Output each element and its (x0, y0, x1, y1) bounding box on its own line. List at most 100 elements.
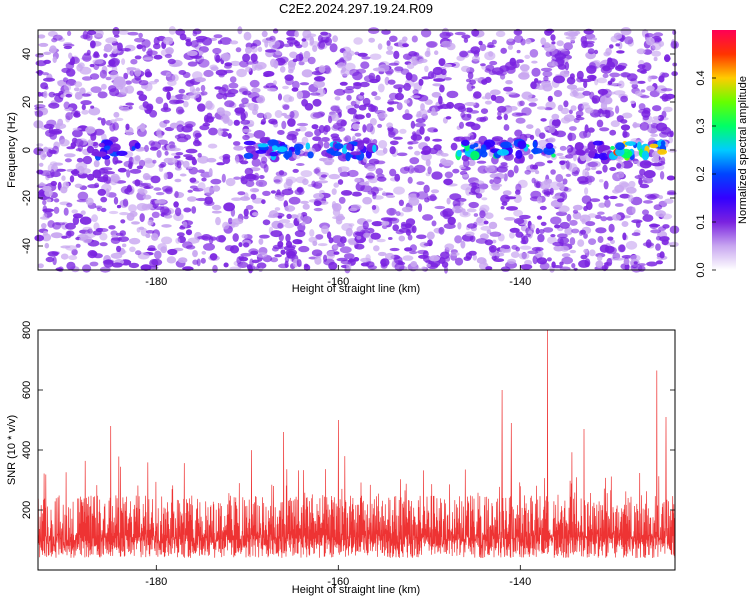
heatmap-cell (371, 205, 377, 210)
heatmap-cell (139, 213, 145, 223)
y-tick-label: -20 (21, 190, 33, 206)
heatmap-cell (626, 73, 638, 82)
snr-series-line (38, 330, 675, 559)
heatmap-cell (136, 44, 143, 50)
heatmap-cell (480, 225, 492, 231)
heatmap-cell (125, 123, 130, 130)
heatmap-cell (50, 232, 63, 239)
heatmap-cell (473, 91, 482, 99)
heatmap-cell (250, 46, 258, 53)
heatmap-signal-cell (636, 141, 642, 151)
heatmap-cell (264, 39, 269, 48)
heatmap-cell (153, 54, 163, 60)
heatmap-cell (328, 261, 338, 271)
heatmap-cell (603, 180, 609, 190)
heatmap-cell (177, 109, 185, 114)
heatmap-cell (159, 206, 170, 215)
heatmap-cell (264, 49, 277, 53)
heatmap-cell (560, 245, 570, 252)
heatmap-cell (427, 109, 432, 113)
heatmap-cell (519, 245, 532, 250)
heatmap-cell (377, 251, 387, 257)
heatmap-cell (339, 246, 352, 254)
heatmap-cell (531, 60, 538, 64)
heatmap-cell (111, 237, 123, 241)
heatmap-cell (513, 209, 523, 217)
heatmap-cell (520, 264, 533, 270)
heatmap-cell (242, 134, 250, 141)
heatmap-cell (72, 129, 83, 138)
snr-x-ticks: -180 -160 -140 (145, 565, 531, 588)
heatmap-cell (231, 197, 242, 201)
heatmap-cell (244, 173, 257, 180)
heatmap-cell (163, 36, 174, 45)
heatmap-cell (450, 251, 460, 257)
heatmap-cell (409, 157, 420, 165)
heatmap-cell (145, 230, 155, 234)
heatmap-cell (166, 256, 177, 264)
heatmap-cell (443, 214, 452, 220)
heatmap-cell (87, 228, 93, 234)
heatmap-cell (42, 72, 49, 76)
heatmap-cell (613, 90, 626, 96)
heatmap-cell (407, 234, 413, 241)
heatmap-cell (572, 204, 583, 211)
heatmap-cell (37, 263, 44, 269)
heatmap-cell (657, 114, 665, 122)
heatmap-cell (148, 265, 159, 270)
heatmap-cell (313, 193, 325, 200)
heatmap-signal-cell (277, 146, 288, 153)
heatmap-cell (600, 95, 608, 105)
heatmap-cell (338, 196, 346, 204)
heatmap-cell (294, 230, 306, 238)
heatmap-cell (154, 78, 160, 83)
heatmap-cell (368, 158, 380, 165)
heatmap-cell (405, 72, 413, 81)
heatmap-cell (608, 195, 618, 200)
y-tick-label: 800 (21, 321, 33, 339)
heatmap-cell (63, 153, 76, 158)
heatmap-cell (480, 108, 489, 114)
heatmap-cell (90, 132, 97, 141)
heatmap-cell (621, 221, 629, 227)
heatmap-cell (108, 210, 119, 215)
heatmap-cell (252, 197, 264, 204)
heatmap-cell (48, 91, 56, 98)
heatmap-cell (314, 128, 322, 137)
heatmap-cell (296, 213, 303, 222)
heatmap-cell (559, 160, 568, 164)
heatmap-cell (534, 161, 546, 167)
heatmap-cell (161, 185, 173, 192)
heatmap-cell (634, 90, 643, 96)
heatmap-cell (597, 236, 604, 243)
heatmap-cell (511, 244, 518, 250)
heatmap-cell (393, 186, 405, 195)
heatmap-cell (643, 200, 653, 204)
heatmap-signal-cell (95, 151, 107, 158)
heatmap-cell (189, 185, 198, 189)
heatmap-cell (233, 141, 241, 146)
heatmap-cell (476, 160, 487, 164)
heatmap-cell (500, 47, 508, 54)
heatmap-cell (513, 218, 525, 225)
heatmap-cell (539, 132, 546, 139)
heatmap-cell (92, 59, 104, 65)
heatmap-cell (161, 224, 172, 228)
heatmap-cell (284, 205, 296, 212)
heatmap-cell (167, 58, 176, 65)
heatmap-cell (637, 64, 646, 69)
heatmap-cell (152, 159, 157, 164)
heatmap-cell (354, 132, 362, 137)
heatmap-cell (317, 180, 329, 184)
heatmap-cell (215, 216, 221, 226)
heatmap-cell (370, 232, 381, 240)
heatmap-cell (560, 117, 571, 124)
heatmap-signal-cell (473, 142, 479, 148)
heatmap-cell (466, 82, 474, 92)
heatmap-cell (247, 92, 260, 99)
heatmap-cell (278, 170, 285, 176)
heatmap-cell (581, 104, 591, 110)
heatmap-cell (496, 115, 503, 120)
heatmap-cell (296, 90, 304, 100)
heatmap-cell (668, 136, 673, 144)
